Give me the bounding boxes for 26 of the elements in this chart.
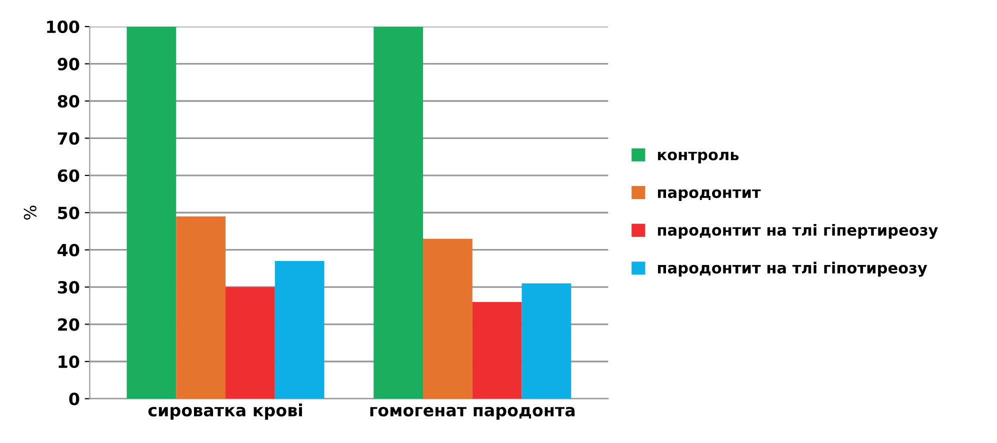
bar: [472, 302, 522, 399]
y-tick-label: 90: [58, 58, 80, 70]
bar: [423, 238, 472, 399]
bar: [176, 216, 226, 399]
bar: [226, 287, 275, 399]
y-tick-label: 0: [69, 392, 80, 406]
y-tick-label: 40: [58, 244, 80, 256]
bar: [374, 26, 424, 399]
y-tick-label: 50: [58, 206, 80, 220]
y-tick-label: 30: [58, 281, 80, 294]
y-axis-title: %: [24, 206, 36, 220]
legend-label: контроль: [658, 152, 739, 164]
y-tick-label: 10: [58, 355, 80, 368]
y-tick-label: 80: [58, 94, 80, 108]
y-tick-label: 70: [58, 132, 80, 145]
bar: [126, 26, 176, 399]
legend-label: пародонтит: [658, 189, 761, 202]
legend-label: пародонтит на тлі гіпертиреозу: [658, 224, 938, 239]
bar: [274, 261, 324, 399]
y-tick-label: 100: [47, 20, 80, 34]
legend-label: пародонтит на тлі гіпотиреозу: [658, 262, 928, 277]
bar: [522, 283, 572, 399]
x-tick-label: сироватка крові: [148, 404, 302, 420]
y-tick-label: 20: [58, 318, 80, 331]
x-tick-label: гомогенат пародонта: [370, 406, 575, 420]
y-tick-label: 60: [58, 169, 80, 182]
